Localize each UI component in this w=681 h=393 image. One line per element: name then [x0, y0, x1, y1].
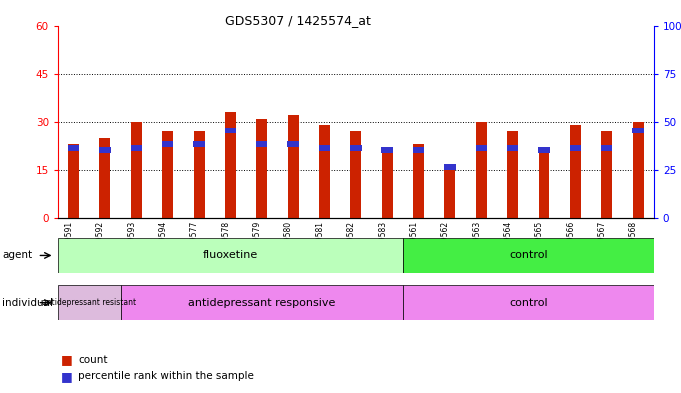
Text: GSM1059568: GSM1059568	[629, 221, 638, 272]
Bar	[99, 138, 110, 218]
Text: GSM1059564: GSM1059564	[504, 221, 513, 272]
Text: GSM1059562: GSM1059562	[441, 221, 450, 272]
Text: count: count	[78, 354, 108, 365]
Text: ■: ■	[61, 353, 73, 366]
Text: GSM1059579: GSM1059579	[253, 221, 262, 272]
Bar	[256, 119, 267, 218]
Text: antidepressant responsive: antidepressant responsive	[188, 298, 336, 308]
Text: GSM1059565: GSM1059565	[535, 221, 544, 272]
Text: control: control	[509, 298, 548, 308]
Bar	[68, 144, 79, 218]
Text: GSM1059580: GSM1059580	[284, 221, 293, 272]
Text: GSM1059563: GSM1059563	[472, 221, 481, 272]
Text: GDS5307 / 1425574_at: GDS5307 / 1425574_at	[225, 14, 370, 27]
Bar	[601, 131, 612, 218]
Text: control: control	[509, 250, 548, 261]
Bar	[287, 141, 299, 147]
Bar	[507, 145, 518, 151]
Bar	[162, 131, 173, 218]
Bar	[193, 131, 204, 218]
Text: GSM1059581: GSM1059581	[315, 221, 324, 272]
Bar	[68, 145, 79, 151]
Text: individual: individual	[2, 298, 53, 308]
Text: GSM1059592: GSM1059592	[96, 221, 105, 272]
Bar	[475, 145, 487, 151]
Bar	[507, 131, 518, 218]
Bar	[99, 147, 111, 152]
Bar	[538, 147, 550, 152]
Bar	[633, 122, 644, 218]
Bar	[633, 128, 644, 133]
Bar	[569, 145, 581, 151]
Bar	[413, 147, 424, 152]
Bar	[193, 141, 205, 147]
Bar	[381, 147, 393, 152]
Text: GSM1059594: GSM1059594	[159, 221, 168, 272]
Bar	[476, 122, 487, 218]
Text: agent: agent	[2, 250, 32, 261]
Bar	[444, 164, 456, 170]
Bar	[131, 122, 142, 218]
Bar	[570, 125, 581, 218]
Text: GSM1059577: GSM1059577	[190, 221, 199, 272]
Bar	[403, 285, 654, 320]
Bar	[601, 145, 612, 151]
Text: ■: ■	[61, 370, 73, 383]
Bar	[162, 141, 174, 147]
Text: GSM1059561: GSM1059561	[409, 221, 419, 272]
Bar	[319, 125, 330, 218]
Bar	[58, 238, 403, 273]
Text: GSM1059591: GSM1059591	[65, 221, 74, 272]
Bar	[445, 163, 456, 218]
Bar	[225, 128, 236, 133]
Text: antidepressant resistant: antidepressant resistant	[42, 298, 136, 307]
Bar	[131, 145, 142, 151]
Bar	[287, 116, 298, 218]
Bar	[413, 144, 424, 218]
Text: percentile rank within the sample: percentile rank within the sample	[78, 371, 254, 382]
Text: GSM1059566: GSM1059566	[567, 221, 575, 272]
Bar	[350, 131, 362, 218]
Bar	[381, 147, 393, 218]
Text: GSM1059593: GSM1059593	[127, 221, 136, 272]
Text: GSM1059582: GSM1059582	[347, 221, 355, 272]
Text: GSM1059567: GSM1059567	[598, 221, 607, 272]
Bar	[225, 112, 236, 218]
Text: GSM1059578: GSM1059578	[221, 221, 230, 272]
Text: fluoxetine: fluoxetine	[203, 250, 258, 261]
Text: GSM1059583: GSM1059583	[378, 221, 387, 272]
Bar	[350, 145, 362, 151]
Bar	[539, 147, 550, 218]
Bar	[403, 238, 654, 273]
Bar	[256, 141, 268, 147]
Bar	[319, 145, 330, 151]
Bar	[58, 285, 121, 320]
Bar	[121, 285, 403, 320]
